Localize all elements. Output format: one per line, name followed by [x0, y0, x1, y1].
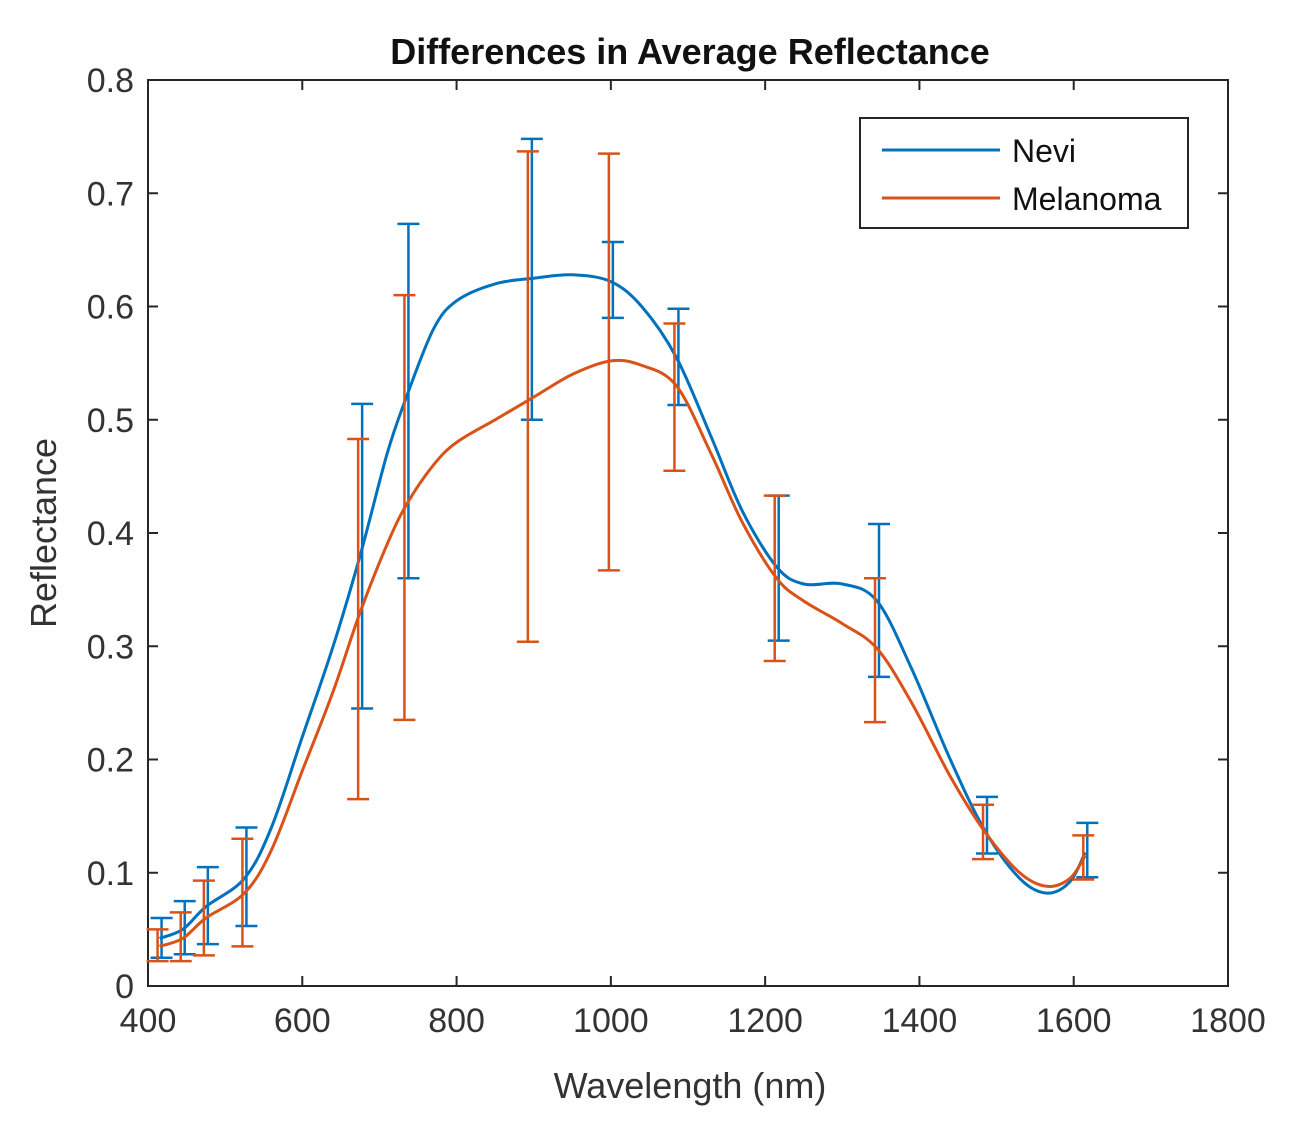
x-axis-label: Wavelength (nm) — [554, 1065, 827, 1106]
y-tick-label: 0.2 — [87, 742, 134, 780]
series-melanoma — [146, 150, 1095, 963]
errorbar-nevi — [976, 795, 998, 855]
y-tick-label: 0.8 — [87, 62, 134, 100]
x-tick-label: 600 — [274, 1002, 331, 1040]
plot-area — [147, 79, 1229, 987]
errorbar-melanoma — [146, 928, 169, 963]
x-tick-label: 800 — [428, 1002, 485, 1040]
y-tick-label: 0 — [115, 968, 134, 1006]
legend: Nevi Melanoma — [859, 117, 1189, 229]
errorbar-melanoma — [516, 150, 539, 643]
errorbar-melanoma — [864, 577, 886, 724]
y-tick-label: 0.1 — [87, 855, 134, 893]
y-tick-label: 0.4 — [87, 515, 134, 553]
errorbar-melanoma — [972, 803, 994, 861]
series-layer — [146, 137, 1099, 963]
errorbar-melanoma — [663, 322, 686, 472]
errorbar-nevi — [351, 402, 374, 710]
chart-title: Differences in Average Reflectance — [390, 31, 990, 72]
legend-box — [859, 117, 1189, 229]
errorbar-melanoma — [763, 494, 786, 663]
y-tick-label: 0.5 — [87, 402, 134, 440]
legend-label-nevi: Nevi — [1012, 133, 1076, 169]
y-tick-label: 0.3 — [87, 628, 134, 666]
y-axis: 0 0.1 0.2 0.3 0.4 0.5 0.6 0.7 0.8 — [87, 62, 1228, 1006]
errorbar-nevi — [601, 240, 624, 320]
y-axis-label: Reflectance — [23, 438, 64, 628]
y-tick-label: 0.7 — [87, 175, 134, 213]
series-line-nevi — [159, 273, 1087, 940]
x-tick-label: 400 — [120, 1002, 177, 1040]
series-line-melanoma — [159, 358, 1087, 948]
legend-label-melanoma: Melanoma — [1012, 181, 1162, 217]
x-tick-label: 1200 — [727, 1002, 803, 1040]
x-tick-label: 1400 — [882, 1002, 958, 1040]
errorbar-nevi — [1076, 821, 1099, 879]
x-tick-label: 1800 — [1190, 1002, 1266, 1040]
errorbar-nevi — [397, 222, 420, 580]
errorbar-melanoma — [169, 911, 192, 963]
x-tick-label: 1000 — [573, 1002, 649, 1040]
y-tick-label: 0.6 — [87, 289, 134, 327]
x-axis: 400 600 800 1000 1200 1400 1600 1800 — [120, 80, 1266, 1040]
x-tick-label: 1600 — [1036, 1002, 1112, 1040]
errorbar-melanoma — [231, 837, 254, 948]
